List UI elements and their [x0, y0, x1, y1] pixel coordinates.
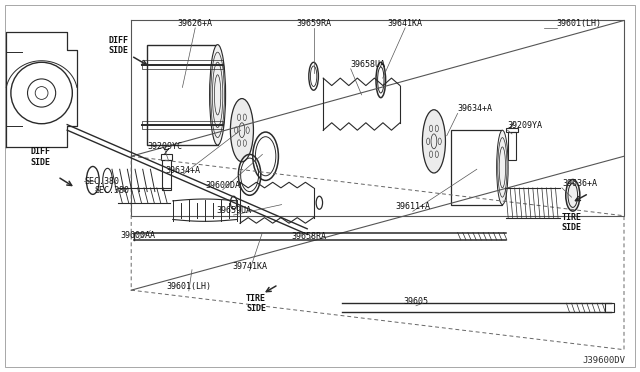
- Text: 39601(LH): 39601(LH): [166, 282, 211, 291]
- Ellipse shape: [209, 45, 225, 145]
- Text: 39600AA: 39600AA: [120, 231, 155, 240]
- Text: DIFF
SIDE: DIFF SIDE: [30, 147, 51, 167]
- Text: 39611+A: 39611+A: [396, 202, 430, 211]
- Text: 39634+A: 39634+A: [458, 105, 493, 113]
- Text: 39209YC: 39209YC: [148, 142, 182, 151]
- Text: J39600DV: J39600DV: [583, 356, 626, 365]
- Text: 39741KA: 39741KA: [232, 262, 267, 271]
- Text: 39659RA: 39659RA: [296, 19, 331, 28]
- Ellipse shape: [566, 180, 580, 211]
- Ellipse shape: [230, 99, 253, 162]
- Text: 39659UA: 39659UA: [216, 206, 251, 215]
- Ellipse shape: [497, 130, 508, 205]
- Text: 39658UA: 39658UA: [351, 60, 386, 69]
- Bar: [605, 303, 614, 312]
- Text: 39626+A: 39626+A: [178, 19, 212, 28]
- Text: 39605: 39605: [403, 297, 429, 306]
- Text: TIRE
SIDE: TIRE SIDE: [561, 213, 582, 232]
- Text: TIRE
SIDE: TIRE SIDE: [246, 294, 266, 313]
- Text: SEC.380: SEC.380: [95, 186, 130, 195]
- Bar: [147, 45, 218, 145]
- Text: SEC.380: SEC.380: [84, 177, 120, 186]
- Text: 39636+A: 39636+A: [562, 179, 597, 188]
- Bar: [161, 154, 172, 160]
- Text: 39601(LH): 39601(LH): [557, 19, 602, 28]
- Bar: [506, 128, 518, 132]
- Ellipse shape: [422, 110, 445, 173]
- Text: 39658RA: 39658RA: [292, 232, 326, 241]
- Text: 39600DA: 39600DA: [205, 181, 240, 190]
- Bar: [142, 121, 223, 129]
- Bar: [162, 160, 171, 190]
- Text: 39634+A: 39634+A: [165, 166, 200, 175]
- Bar: [451, 130, 502, 205]
- Bar: [142, 60, 223, 69]
- Text: DIFF
SIDE: DIFF SIDE: [108, 36, 129, 55]
- Bar: [508, 132, 516, 160]
- Text: 39209YA: 39209YA: [508, 121, 543, 130]
- Text: 39641KA: 39641KA: [388, 19, 422, 28]
